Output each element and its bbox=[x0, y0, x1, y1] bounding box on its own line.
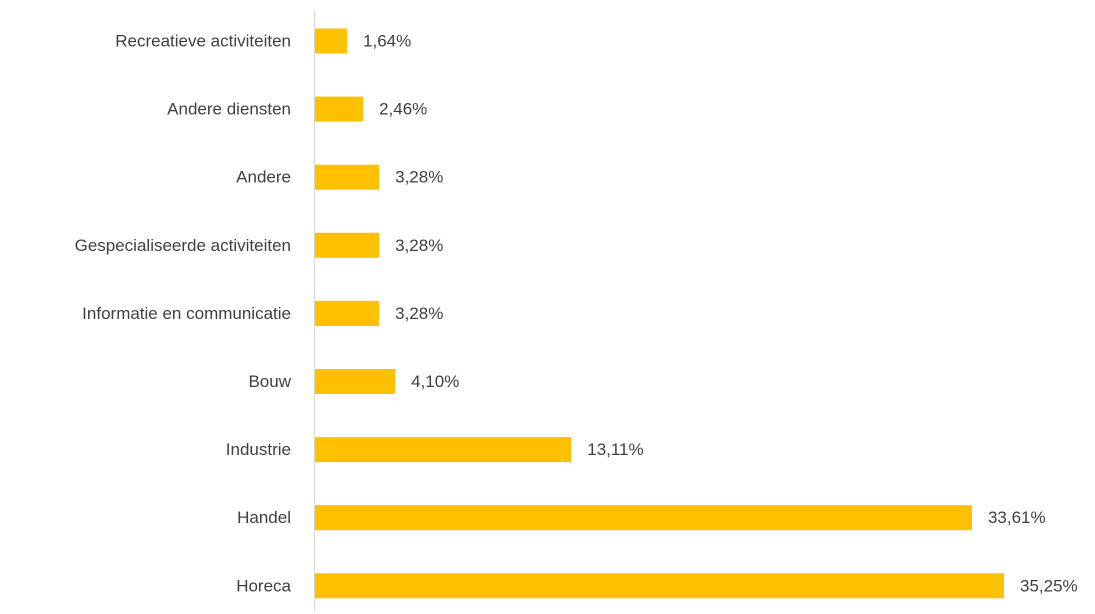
bar-horeca bbox=[315, 573, 1004, 599]
value-label-industrie: 13,11% bbox=[587, 440, 643, 459]
category-label-bouw: Bouw bbox=[248, 372, 291, 391]
category-label-andere: Andere bbox=[236, 168, 291, 187]
value-label-gespecialiseerde-activiteiten: 3,28% bbox=[395, 236, 443, 255]
category-label-handel: Handel bbox=[237, 508, 291, 527]
value-label-andere-diensten: 2,46% bbox=[379, 100, 427, 119]
category-label-andere-diensten: Andere diensten bbox=[167, 100, 291, 119]
category-label-recreatieve-activiteiten: Recreatieve activiteiten bbox=[115, 32, 291, 51]
category-label-industrie: Industrie bbox=[226, 440, 291, 459]
value-label-recreatieve-activiteiten: 1,64% bbox=[363, 32, 411, 51]
category-labels-group: Recreatieve activiteiten Andere diensten A… bbox=[75, 32, 292, 596]
bar-andere bbox=[315, 164, 380, 190]
value-label-informatie-en-communicatie: 3,28% bbox=[395, 304, 443, 323]
bar-industrie bbox=[315, 437, 572, 463]
value-label-handel: 33,61% bbox=[988, 508, 1046, 527]
value-label-bouw: 4,10% bbox=[411, 372, 459, 391]
bar-informatie-en-communicatie bbox=[315, 300, 380, 326]
bar-recreatieve-activiteiten bbox=[315, 28, 348, 54]
bar-gespecialiseerde-activiteiten bbox=[315, 232, 380, 258]
value-labels-group: 1,64% 2,46% 3,28% 3,28% 3,28% 4,10% 13,11% 33,6… bbox=[363, 32, 1078, 596]
bar-handel bbox=[315, 505, 972, 531]
bar-andere-diensten bbox=[315, 96, 364, 122]
category-label-horeca: Horeca bbox=[236, 576, 291, 595]
value-label-andere: 3,28% bbox=[395, 168, 443, 187]
bars-group bbox=[315, 28, 1004, 599]
value-label-horeca: 35,25% bbox=[1020, 576, 1078, 595]
bar-bouw bbox=[315, 369, 396, 394]
category-label-informatie-en-communicatie: Informatie en communicatie bbox=[82, 304, 291, 323]
category-label-gespecialiseerde-activiteiten: Gespecialiseerde activiteiten bbox=[75, 236, 291, 255]
